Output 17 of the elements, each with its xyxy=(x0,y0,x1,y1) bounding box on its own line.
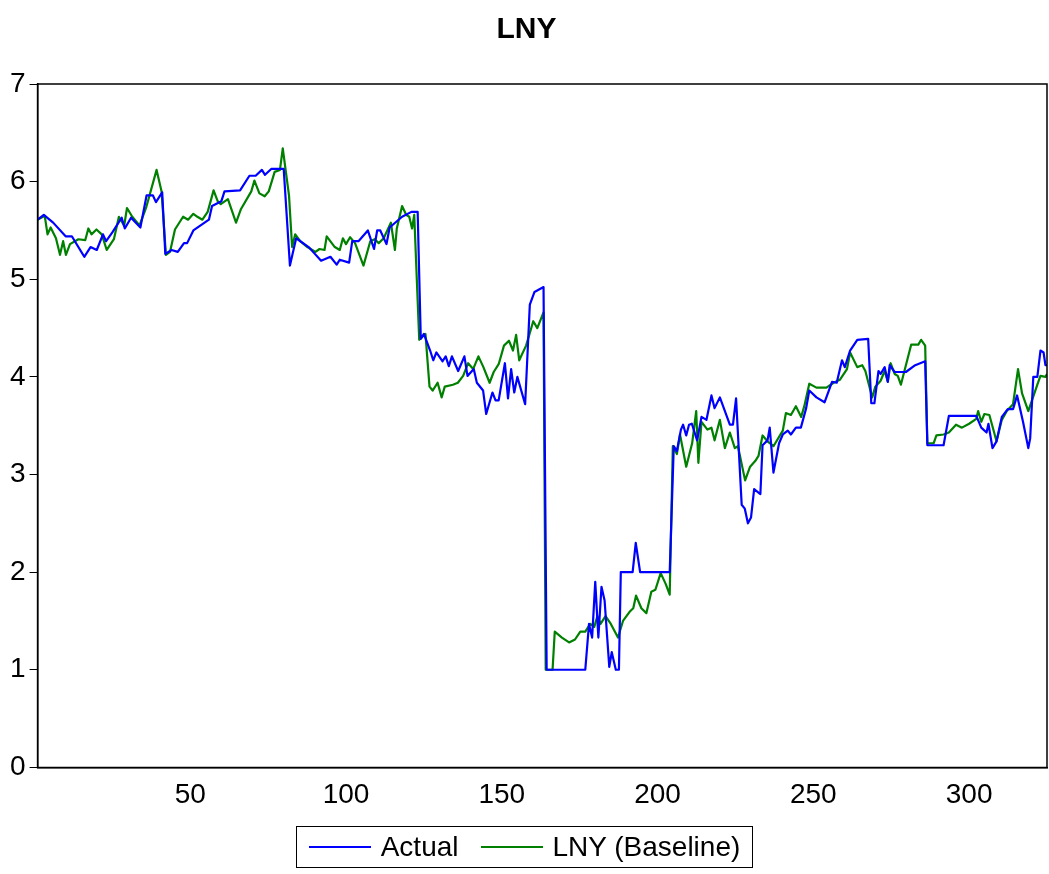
y-tick-label: 7 xyxy=(9,66,26,98)
legend-label: Actual xyxy=(380,831,459,863)
x-tick-label: 50 xyxy=(174,777,206,809)
y-tick-label: 3 xyxy=(9,457,26,489)
x-tick-label: 200 xyxy=(634,777,681,809)
x-tick-label: 150 xyxy=(478,777,526,809)
x-tick-label: 100 xyxy=(322,777,370,809)
y-tick-label: 5 xyxy=(9,261,26,293)
x-tick-label: 250 xyxy=(789,777,837,809)
x-tick-label: 300 xyxy=(945,777,993,809)
y-tick-label: 0 xyxy=(9,750,26,782)
y-tick-label: 4 xyxy=(9,359,26,391)
legend-label: LNY (Baseline) xyxy=(552,831,741,863)
chart-title: LNY xyxy=(496,11,557,45)
y-tick-label: 6 xyxy=(9,164,26,196)
y-tick-label: 1 xyxy=(9,652,26,684)
y-tick-label: 2 xyxy=(9,554,26,586)
